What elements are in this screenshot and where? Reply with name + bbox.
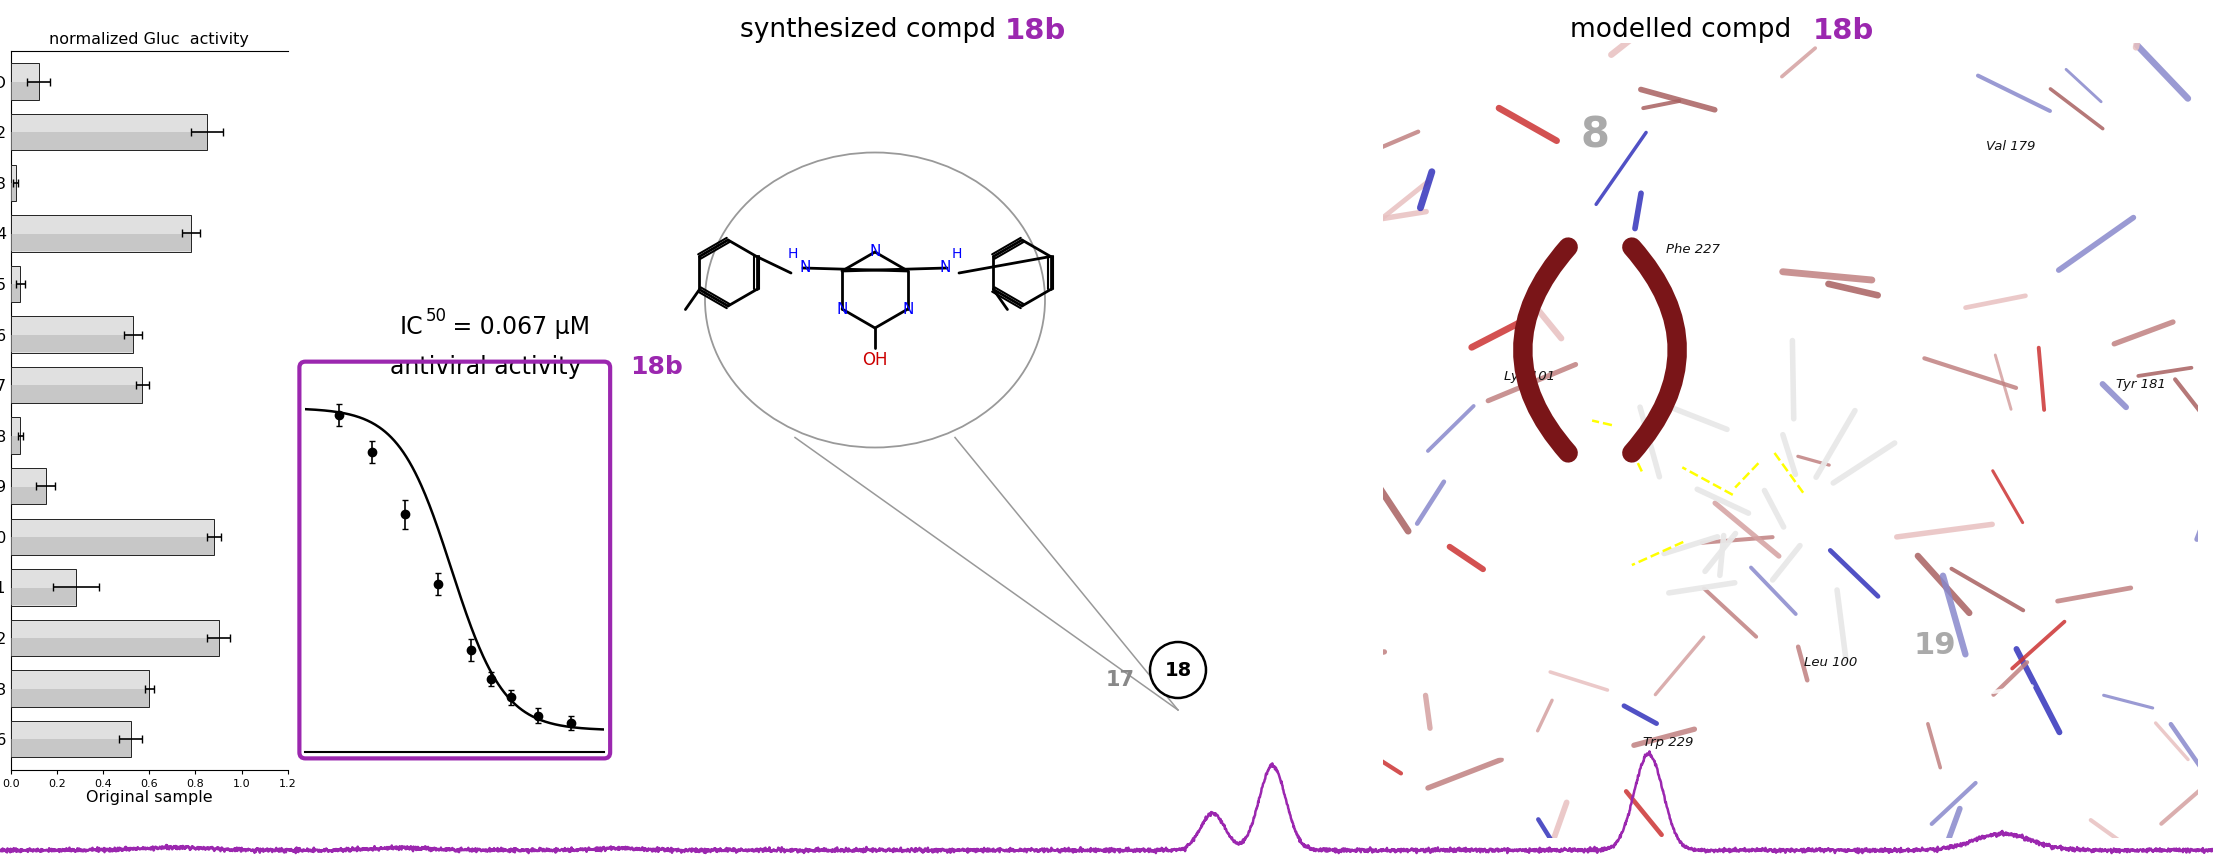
Bar: [11, 587, 75, 605]
Bar: [11, 670, 150, 707]
Text: Leu 100: Leu 100: [1804, 657, 1857, 669]
Bar: [11, 284, 20, 302]
Text: 18b: 18b: [1005, 17, 1067, 45]
Bar: [11, 183, 15, 201]
Text: Phe 227: Phe 227: [1666, 243, 1720, 256]
Text: 18: 18: [1164, 661, 1191, 680]
Bar: [11, 316, 133, 353]
Text: IC: IC: [401, 315, 423, 339]
Bar: [11, 417, 20, 454]
Bar: [11, 468, 46, 504]
Bar: [11, 689, 150, 706]
Text: Tyr 181: Tyr 181: [2116, 378, 2164, 392]
Text: 18b: 18b: [1812, 17, 1874, 45]
Title: normalized Gluc  activity: normalized Gluc activity: [49, 32, 250, 47]
Bar: [11, 386, 142, 403]
Bar: [11, 215, 190, 251]
Bar: [11, 82, 40, 99]
Text: 17: 17: [1106, 670, 1135, 690]
Bar: [11, 569, 75, 605]
Text: 19: 19: [1914, 630, 1956, 659]
Bar: [11, 721, 131, 758]
Bar: [11, 63, 40, 100]
Bar: [11, 638, 219, 656]
Text: modelled compd: modelled compd: [1569, 17, 1799, 43]
Bar: [11, 335, 133, 352]
Text: N: N: [870, 245, 881, 260]
Bar: [11, 266, 20, 302]
Bar: [11, 486, 46, 504]
Text: OH: OH: [863, 351, 887, 369]
Bar: [11, 537, 215, 555]
Ellipse shape: [706, 152, 1045, 447]
Bar: [11, 519, 215, 555]
Text: Trp 229: Trp 229: [1642, 736, 1693, 749]
Text: antiviral activity: antiviral activity: [389, 355, 589, 379]
Bar: [11, 620, 219, 656]
Text: H: H: [788, 247, 799, 261]
Bar: [11, 740, 131, 758]
Bar: [11, 133, 208, 150]
Bar: [11, 114, 208, 150]
Bar: [11, 233, 190, 251]
Text: Lys 101: Lys 101: [1505, 370, 1556, 383]
Text: 50: 50: [425, 307, 447, 325]
Text: synthesized compd: synthesized compd: [739, 17, 1005, 43]
Bar: [11, 367, 142, 404]
Circle shape: [1151, 642, 1206, 698]
Text: N: N: [799, 261, 810, 275]
Text: N: N: [837, 302, 848, 316]
Text: H: H: [952, 247, 963, 261]
Text: 8: 8: [1580, 114, 1609, 156]
Text: = 0.067 μM: = 0.067 μM: [445, 315, 591, 339]
Text: N: N: [903, 302, 914, 316]
Bar: [11, 436, 20, 454]
Text: 18b: 18b: [631, 355, 684, 379]
Text: Val 179: Val 179: [1985, 139, 2036, 153]
Bar: [11, 165, 15, 201]
Text: N: N: [938, 261, 952, 275]
X-axis label: Original sample: Original sample: [86, 790, 212, 805]
